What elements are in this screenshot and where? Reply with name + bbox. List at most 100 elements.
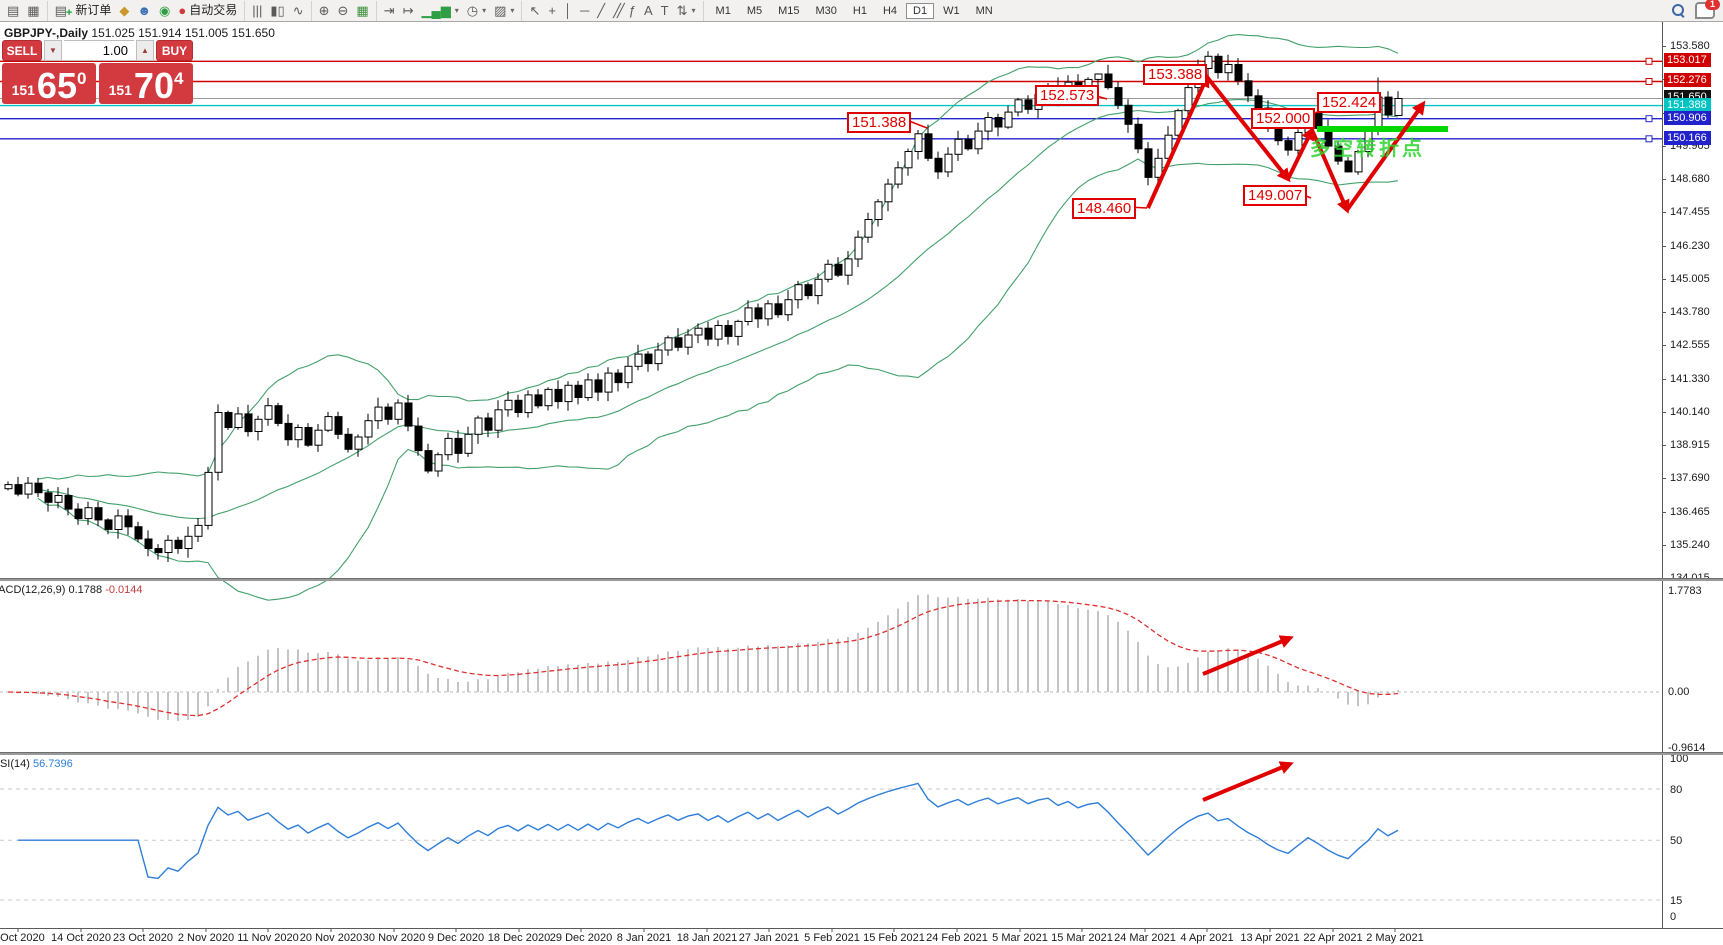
zoom-out-icon[interactable]: ⊖ <box>334 2 353 19</box>
equidistant-channel-icon: ╱╱ <box>613 3 624 18</box>
ask-price-panel[interactable]: 151 70 4 <box>99 63 193 104</box>
timeframe-mn-button[interactable]: MN <box>975 4 993 17</box>
date-label: 2 May 2021 <box>1366 932 1424 944</box>
chat-icon[interactable]: 1 <box>1695 0 1720 19</box>
date-label: 24 Mar 2021 <box>1114 932 1176 944</box>
search-icon[interactable] <box>1672 4 1685 18</box>
volume-increase-button[interactable]: ▲ <box>136 40 154 61</box>
timeframe-m1-button[interactable]: M1 <box>715 4 731 17</box>
price-callout-box[interactable]: 151.388 <box>847 112 912 133</box>
price-callout-box[interactable]: 152.573 <box>1035 85 1100 106</box>
horizontal-line-icon[interactable]: ─ <box>576 2 593 19</box>
text-icon[interactable]: A <box>640 2 657 19</box>
auto-scroll-icon[interactable]: ⇥ <box>380 2 399 19</box>
timeframe-m15-button[interactable]: M15 <box>778 4 800 17</box>
templates-icon[interactable]: ▨ ▾ <box>490 2 518 19</box>
candlesticks-icon[interactable]: ▮▯ <box>266 2 288 19</box>
profiles-icon[interactable]: ▦ <box>23 2 43 19</box>
price-tick-dash <box>1662 545 1666 546</box>
dropdown-arrow-icon[interactable]: ▾ <box>691 6 696 15</box>
fibonacci-icon[interactable]: ƒ <box>625 2 640 19</box>
date-label: 18 Dec 2020 <box>487 932 551 944</box>
timeframe-h4-button[interactable]: H4 <box>882 4 898 17</box>
price-level-label[interactable]: 150.906 <box>1664 111 1711 125</box>
timeframe-w1-button[interactable]: W1 <box>943 4 960 17</box>
buy-button[interactable]: BUY <box>156 40 193 61</box>
macd-trend-arrow[interactable] <box>1202 635 1294 676</box>
periods-icon: ◷ <box>466 3 479 18</box>
ask-pip-fraction: 4 <box>173 69 184 88</box>
price-level-label[interactable]: 153.017 <box>1664 53 1711 67</box>
date-label: 27 Jan 2021 <box>738 932 800 944</box>
one-click-trading-panel: SELL ▼ ▲ BUY 151 65 0 151 70 4 <box>2 40 193 104</box>
price-callout-box[interactable]: 152.000 <box>1251 108 1316 129</box>
crosshair-icon[interactable]: + <box>544 2 560 19</box>
volume-input[interactable] <box>64 40 134 61</box>
annotation-green-bar[interactable] <box>1317 126 1448 132</box>
dropdown-arrow-icon[interactable]: ▾ <box>454 6 459 15</box>
timeframe-m30-button[interactable]: M30 <box>815 4 837 17</box>
price-callout-box[interactable]: 153.388 <box>1143 64 1208 85</box>
price-tick-label: 143.780 <box>1670 306 1710 318</box>
timeframe-d1-button[interactable]: D1 <box>906 2 935 19</box>
arrows-icon[interactable]: ⇅ ▾ <box>673 2 700 19</box>
cursor-icon[interactable]: ↖ <box>525 2 544 19</box>
macd-pane-separator[interactable] <box>0 578 1723 581</box>
annotation-zigzag-arrows[interactable] <box>1146 73 1426 214</box>
date-label: 29 Dec 2020 <box>549 932 613 944</box>
chart-shift-icon: ↦ <box>402 3 414 18</box>
date-axis[interactable] <box>0 928 1723 929</box>
rsi-trend-arrow[interactable] <box>1202 761 1294 802</box>
ohlc-bars-icon: ||| <box>252 3 263 18</box>
add-indicator-icon[interactable]: ▁▄▆ ▾ <box>418 2 463 19</box>
vertical-line-icon[interactable]: │ <box>560 2 576 19</box>
dropdown-arrow-icon[interactable]: ▾ <box>510 6 515 15</box>
price-callout-box[interactable]: 149.007 <box>1243 185 1308 206</box>
date-label: 30 Nov 2020 <box>362 932 426 944</box>
signals-icon[interactable]: ◉ <box>155 2 174 19</box>
bid-price-panel[interactable]: 151 65 0 <box>2 63 96 104</box>
new-order-button[interactable]: ▤ + 新订单 <box>51 0 116 22</box>
price-tick-label: 140.140 <box>1670 406 1710 418</box>
bollinger-bands <box>37 34 1399 601</box>
vps-icon[interactable]: ☻ <box>133 2 155 19</box>
ask-big-digits: 70 <box>133 65 174 106</box>
timeframe-m5-button[interactable]: M5 <box>746 4 763 17</box>
price-callout-box[interactable]: 152.424 <box>1317 92 1382 113</box>
ohlc-bars-icon[interactable]: ||| <box>248 2 266 19</box>
price-axis[interactable] <box>1662 22 1663 928</box>
candles-layer <box>4 51 1403 562</box>
price-tick-dash <box>1662 512 1666 513</box>
price-callout-box[interactable]: 148.460 <box>1072 198 1137 219</box>
autotrading-button[interactable]: ● 自动交易 <box>174 2 241 19</box>
date-label: 15 Feb 2021 <box>863 932 925 944</box>
dropdown-arrow-icon[interactable]: ▾ <box>482 6 487 15</box>
ask-prefix: 151 <box>108 82 132 98</box>
rsi-pane-separator[interactable] <box>0 752 1723 755</box>
text-label-icon[interactable]: T <box>657 2 673 19</box>
price-level-label[interactable]: 150.166 <box>1664 131 1711 145</box>
price-level-label[interactable]: 151.388 <box>1664 98 1711 112</box>
chart-shift-icon[interactable]: ↦ <box>399 2 418 19</box>
sell-button[interactable]: SELL <box>2 40 42 61</box>
zoom-in-icon[interactable]: ⊕ <box>315 2 334 19</box>
periods-icon[interactable]: ◷ ▾ <box>463 2 490 19</box>
vertical-line-icon: │ <box>563 3 573 18</box>
price-level-label[interactable]: 152.276 <box>1664 73 1711 87</box>
candlesticks-icon: ▮▯ <box>270 3 285 18</box>
equidistant-channel-icon[interactable]: ╱╱ <box>609 2 625 19</box>
text-icon: A <box>644 3 653 18</box>
fibonacci-icon: ƒ <box>628 3 636 18</box>
new-chart-icon[interactable]: ▤ <box>3 2 23 19</box>
metaeditor-icon[interactable]: ◆ <box>115 2 133 19</box>
trend-text-annotation[interactable]: 多空转折点 <box>1310 138 1425 160</box>
volume-decrease-button[interactable]: ▼ <box>44 40 62 61</box>
timeframe-h1-button[interactable]: H1 <box>852 4 867 17</box>
tile-windows-icon[interactable]: ▦ <box>352 2 372 19</box>
date-label: 18 Jan 2021 <box>676 932 738 944</box>
price-tick-dash <box>1662 345 1666 346</box>
line-chart-icon[interactable]: ∿ <box>289 2 308 19</box>
trendline-icon[interactable]: ╱ <box>593 2 609 19</box>
text-label-icon: T <box>660 3 669 18</box>
toolbar-group: ▤ ▦ <box>0 0 48 21</box>
